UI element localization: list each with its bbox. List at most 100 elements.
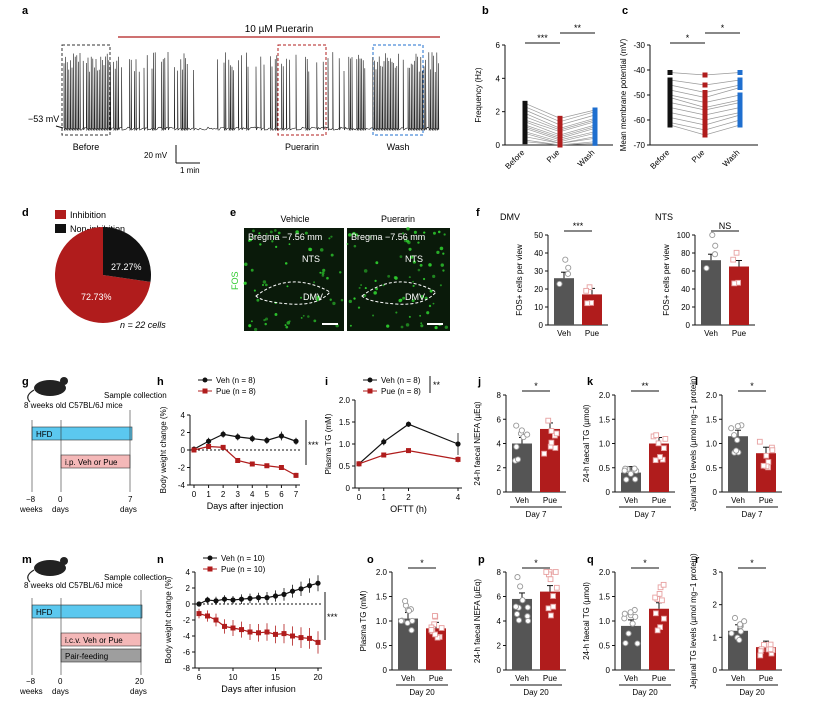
point-before	[667, 100, 673, 105]
day-label: Day 20	[739, 688, 765, 697]
nts-label-vehicle: NTS	[302, 254, 320, 264]
fos-cell	[326, 276, 329, 280]
bar-pue	[540, 428, 560, 492]
day-label: Day 7	[526, 510, 547, 519]
fos-cell	[363, 269, 368, 273]
voltage-trace	[63, 51, 440, 132]
bar-pue	[729, 266, 749, 325]
puerarin-box	[277, 44, 327, 136]
point-wash	[592, 119, 598, 125]
dot-veh	[632, 476, 639, 483]
point-pue	[230, 625, 236, 631]
fos-cell	[265, 317, 269, 321]
point-wash	[737, 100, 743, 105]
bregma-label-puerarin: Bregma −7.56 mm	[351, 232, 425, 242]
bar-veh	[554, 278, 574, 325]
fos-cell	[436, 250, 440, 255]
y-tick-label: -8	[183, 664, 191, 673]
fos-cell	[332, 301, 336, 306]
dot-pue	[654, 627, 661, 634]
legend-veh: Veh (n = 8)	[216, 376, 256, 385]
fos-cell	[375, 287, 379, 291]
dot-pue	[432, 631, 438, 638]
y-tick-label: -60	[633, 116, 645, 125]
dot-veh	[398, 617, 405, 625]
point-pue	[290, 633, 295, 639]
dot-veh	[621, 467, 628, 474]
dot-veh	[409, 617, 416, 624]
y-tick-label: 2	[497, 642, 502, 651]
fos-cell	[310, 296, 313, 299]
point-wash	[737, 117, 743, 123]
micrograph-puerarin	[347, 228, 450, 331]
y-axis-label: Body weight change (%)	[164, 576, 173, 663]
fos-cell	[348, 233, 352, 237]
dot-veh	[513, 422, 520, 429]
point-pue	[307, 635, 312, 641]
dot-pue	[547, 576, 554, 583]
legend-veh: Veh (n = 8)	[381, 376, 421, 385]
puerarin-title: Puerarin	[381, 214, 415, 224]
bregma-label-vehicle: Bregma −7.56 mm	[248, 232, 322, 242]
fos-cell	[352, 231, 356, 236]
point-veh	[293, 438, 299, 444]
time3-g: 7	[128, 495, 133, 504]
point-pue	[264, 629, 270, 635]
fos-speckles	[243, 227, 449, 332]
legend-swatch-non-inhibition	[55, 224, 66, 233]
fos-cell	[395, 311, 398, 314]
y-axis-label: Frequency (Hz)	[474, 67, 483, 122]
y-tick-label: 4	[496, 74, 501, 83]
y-tick-label: 10	[534, 303, 543, 312]
sig-label: *	[643, 558, 647, 568]
dot-pue	[733, 249, 740, 256]
fos-cell	[399, 255, 403, 259]
fos-cell	[410, 255, 414, 259]
sample-collection-label-m: Sample collection	[104, 573, 167, 582]
dot-pue	[552, 445, 559, 451]
panel-label-c: c	[622, 5, 628, 17]
fos-cell	[284, 262, 288, 265]
dot-pue	[432, 613, 438, 619]
fos-cell	[413, 230, 417, 234]
point-wash	[737, 105, 743, 110]
dot-veh	[518, 427, 525, 434]
dot-veh	[733, 447, 740, 454]
bar-veh	[398, 618, 418, 670]
mice-label-m: 8 weeks old C57BL/6J mice	[24, 581, 123, 590]
dot-veh	[517, 583, 524, 590]
point-pue	[381, 452, 387, 458]
y-tick-label: 20	[681, 303, 690, 312]
point-veh	[221, 596, 228, 602]
x-tick-label: Before	[648, 148, 671, 171]
point-pue	[702, 127, 708, 133]
fos-cell	[285, 325, 289, 329]
sig-label-i: **	[433, 380, 441, 390]
fos-cell	[405, 323, 410, 327]
dot-pue	[438, 625, 445, 631]
y-tick-label: 1	[713, 633, 718, 642]
time3b-g: days	[120, 505, 137, 514]
fos-cell	[432, 231, 436, 235]
fos-cell	[348, 299, 353, 304]
point-wash	[737, 77, 743, 83]
fos-cell	[252, 235, 255, 238]
panel-label-r: r	[695, 554, 700, 566]
point-veh	[205, 438, 212, 444]
point-wash	[592, 140, 598, 146]
membrane-trace	[63, 51, 440, 132]
sig-label: *	[750, 381, 754, 391]
y-axis-label: Plasma TG (mM)	[359, 590, 368, 651]
point-before	[667, 95, 673, 100]
y-tick-label: 2.0	[599, 568, 611, 577]
fos-cell	[420, 295, 424, 299]
point-pue	[273, 631, 278, 637]
sig-label: *	[420, 558, 424, 568]
time1b-g: weeks	[19, 505, 43, 514]
fos-cell	[408, 247, 412, 251]
series-line-0	[358, 423, 459, 465]
x-axis-label: OFTT (h)	[390, 504, 427, 514]
point-veh	[247, 595, 253, 602]
